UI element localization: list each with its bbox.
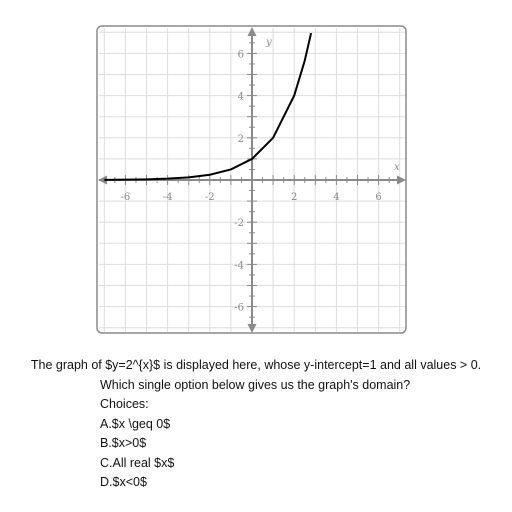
function-graph: -6 -4 -2 2 4 6 -6 -4 -2 2 4 6 x y xyxy=(96,25,408,335)
choice-c[interactable]: C.All real $x$ xyxy=(100,455,175,470)
choice-a[interactable]: A.$x \geq 0$ xyxy=(100,416,171,431)
question-block: The graph of $y=2^{x}$ is displayed here… xyxy=(0,356,512,493)
x-tick-label: -2 xyxy=(205,192,215,203)
x-axis-label: x xyxy=(394,162,400,173)
y-tick-label: 4 xyxy=(238,92,244,103)
question-body: Which single option below gives us the g… xyxy=(100,376,512,493)
x-tick-label: 6 xyxy=(375,192,381,203)
x-tick-label: 4 xyxy=(333,192,339,203)
choice-b[interactable]: B.$x>0$ xyxy=(100,436,147,450)
y-axis-label: y xyxy=(265,37,272,48)
choice-d[interactable]: D.$x<0$ xyxy=(100,475,147,489)
y-tick-label: 6 xyxy=(238,49,244,60)
tick-labels: -6 -4 -2 2 4 6 -6 -4 -2 2 4 6 xyxy=(121,49,382,313)
y-tick-label: -2 xyxy=(234,218,244,229)
axis-ticks xyxy=(114,42,390,318)
y-axis-arrow-up xyxy=(247,27,257,36)
question-prompt: Which single option below gives us the g… xyxy=(100,377,411,392)
x-tick-label: 2 xyxy=(291,192,297,203)
x-tick-label: -4 xyxy=(163,192,173,203)
question-stem: The graph of $y=2^{x}$ is displayed here… xyxy=(30,358,482,372)
choices-label: Choices: xyxy=(100,397,149,411)
y-tick-label: -4 xyxy=(234,260,244,271)
x-tick-label: -6 xyxy=(121,192,131,203)
x-axis-arrow-right xyxy=(397,175,406,185)
y-tick-label: -6 xyxy=(234,303,244,314)
graph-canvas: -6 -4 -2 2 4 6 -6 -4 -2 2 4 6 x y xyxy=(96,25,407,334)
y-axis-arrow-down xyxy=(247,324,257,333)
y-tick-label: 2 xyxy=(238,134,244,145)
x-axis-arrow-left xyxy=(98,175,107,185)
exponential-curve xyxy=(104,32,313,181)
